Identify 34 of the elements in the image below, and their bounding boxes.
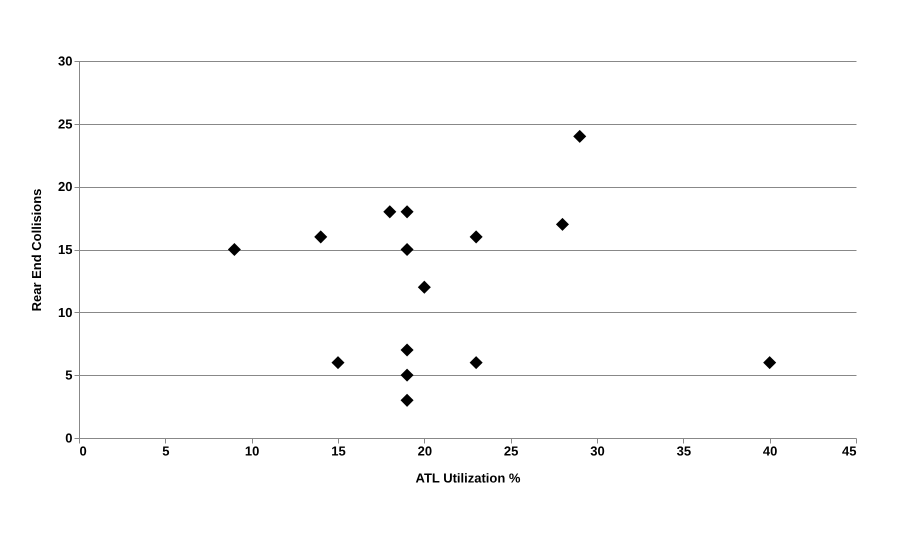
x-tick-label: 30	[590, 444, 605, 458]
y-tick-label: 25	[58, 116, 72, 132]
point	[383, 205, 396, 218]
y-tick-label: 30	[58, 54, 72, 68]
x-tick-label: 10	[244, 444, 260, 458]
point	[470, 356, 483, 370]
y-axis-title: Rear End Collisions	[29, 188, 44, 312]
x-tick-label: 20	[418, 444, 432, 458]
x-tick-label: 0	[80, 444, 87, 458]
x-tick-label: 5	[162, 444, 170, 458]
y-tick-label: 20	[58, 179, 72, 194]
point	[763, 356, 776, 370]
x-tick-label: 25	[504, 444, 518, 458]
point	[400, 368, 414, 382]
y-tick-label: 5	[65, 368, 72, 383]
y-tick-label: 0	[65, 430, 72, 446]
x-tick-label: 45	[842, 444, 856, 458]
point	[400, 242, 414, 256]
point	[573, 130, 586, 143]
point	[470, 230, 483, 244]
point	[314, 230, 328, 244]
y-tick-label: 10	[58, 304, 72, 320]
x-axis-title: ATL Utilization %	[416, 470, 521, 486]
y-tick-label: 15	[58, 242, 72, 257]
point	[556, 218, 569, 231]
point	[400, 394, 414, 407]
point	[228, 242, 241, 256]
point	[400, 344, 414, 357]
x-tick-label: 40	[762, 444, 778, 458]
x-tick-label: 15	[331, 444, 346, 458]
point	[418, 280, 431, 294]
point	[400, 205, 414, 218]
x-tick-label: 35	[676, 444, 692, 458]
point	[331, 356, 345, 370]
